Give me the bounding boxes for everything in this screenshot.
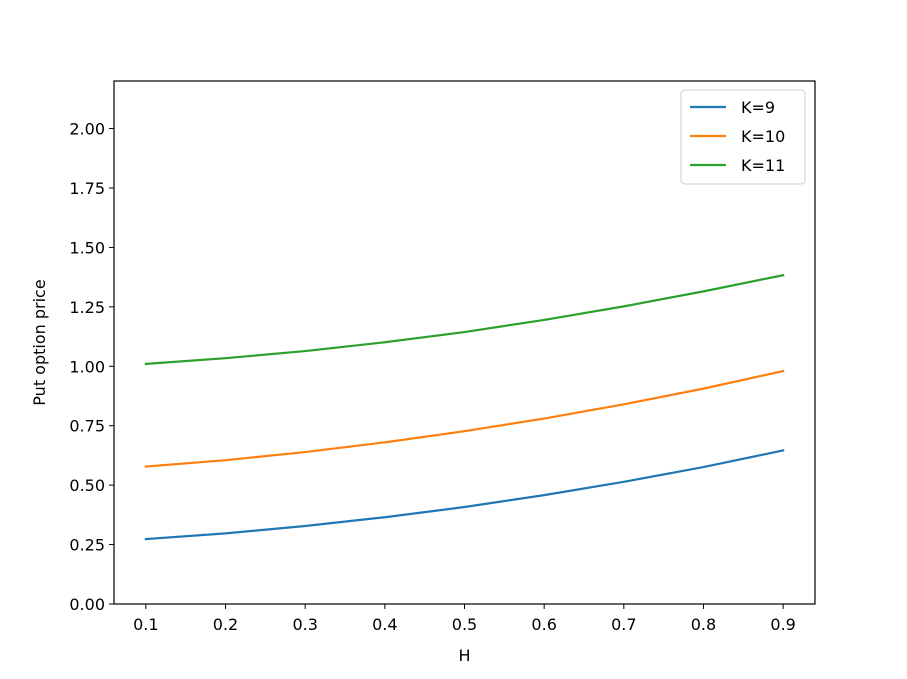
x-tick-label: 0.3: [292, 615, 317, 634]
y-axis-label: Put option price: [30, 279, 49, 405]
legend-label-2: K=11: [741, 156, 785, 175]
x-tick-label: 0.5: [452, 615, 477, 634]
y-axis-ticks: 0.00 0.25 0.50 0.75 1.00 1.25 1.50 1.75 2.00: [69, 120, 114, 614]
series-line-2: [144, 273, 785, 366]
x-tick-label: 0.1: [133, 615, 158, 634]
series-line-0: [144, 449, 785, 541]
x-axis-ticks: 0.1 0.2 0.3 0.4 0.5 0.6 0.7 0.8 0.9: [133, 604, 796, 634]
x-tick-label: 0.8: [691, 615, 716, 634]
legend-label-0: K=9: [741, 98, 775, 117]
y-tick-label: 0.00: [69, 595, 105, 614]
x-tick-label: 0.2: [213, 615, 238, 634]
legend: K=9 K=10 K=11: [680, 89, 806, 185]
x-tick-label: 0.6: [531, 615, 556, 634]
y-tick-label: 1.75: [69, 179, 105, 198]
x-tick-label: 0.9: [770, 615, 795, 634]
x-tick-label: 0.7: [611, 615, 636, 634]
y-tick-label: 0.75: [69, 417, 105, 436]
y-tick-label: 2.00: [69, 120, 105, 139]
legend-box: [680, 89, 806, 185]
x-axis-label: H: [458, 646, 470, 665]
y-tick-label: 0.50: [69, 476, 105, 495]
y-tick-label: 1.00: [69, 357, 105, 376]
series-line-1: [144, 369, 785, 468]
y-tick-label: 1.25: [69, 298, 105, 317]
y-tick-label: 1.50: [69, 238, 105, 257]
x-tick-label: 0.4: [372, 615, 397, 634]
legend-label-1: K=10: [741, 127, 785, 146]
series-layer: [144, 273, 785, 541]
y-tick-label: 0.25: [69, 536, 105, 555]
